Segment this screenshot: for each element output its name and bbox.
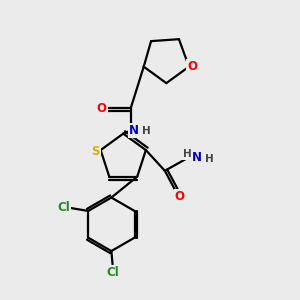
Text: H: H [205, 154, 214, 164]
Text: H: H [142, 126, 151, 136]
Text: N: N [129, 124, 139, 136]
Text: N: N [192, 151, 202, 164]
Text: O: O [97, 102, 107, 115]
Text: Cl: Cl [106, 266, 119, 279]
Text: O: O [175, 190, 185, 203]
Text: S: S [91, 145, 100, 158]
Text: H: H [183, 149, 191, 159]
Text: O: O [187, 60, 197, 73]
Text: Cl: Cl [57, 202, 70, 214]
